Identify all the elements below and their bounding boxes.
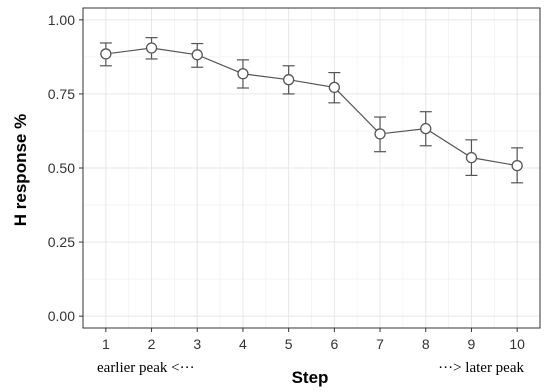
x-tick-label: 3 [193, 336, 201, 352]
series-line-group [105, 47, 518, 167]
x-tick-label: 5 [285, 336, 293, 352]
data-points [100, 42, 523, 172]
y-tick-label: 0.00 [48, 308, 75, 324]
y-tick-label: 0.75 [48, 86, 75, 102]
later-peak-annotation: ···> later peak [438, 360, 524, 376]
data-point [374, 128, 386, 140]
data-point [191, 49, 203, 61]
x-axis-title: Step [292, 368, 329, 387]
data-point [237, 68, 249, 80]
y-axis-title: H response % [11, 114, 30, 226]
x-tick-label: 1 [102, 336, 110, 352]
data-point [328, 81, 341, 94]
data-point [100, 48, 112, 60]
data-point [511, 159, 523, 172]
earlier-peak-annotation: earlier peak <··· [97, 360, 195, 376]
y-tick-label: 0.50 [48, 160, 75, 176]
x-tick-label: 6 [330, 336, 338, 352]
y-axis-ticks: 0.00 0.25 0.50 0.75 1.00 [48, 12, 83, 324]
data-point [465, 151, 478, 164]
x-tick-label: 8 [422, 336, 430, 352]
y-tick-label: 0.25 [48, 234, 75, 250]
grid [83, 8, 540, 328]
data-point [145, 42, 158, 54]
data-point [420, 122, 432, 135]
x-tick-label: 10 [509, 336, 525, 352]
x-tick-label: 2 [148, 336, 156, 352]
x-tick-label: 7 [376, 336, 384, 352]
series-line [105, 47, 518, 167]
data-point [282, 74, 295, 86]
x-tick-label: 4 [239, 336, 247, 352]
x-tick-label: 9 [468, 336, 476, 352]
x-axis-ticks: 1 2 3 4 5 6 7 8 9 10 [102, 328, 525, 352]
y-tick-label: 1.00 [48, 12, 75, 28]
